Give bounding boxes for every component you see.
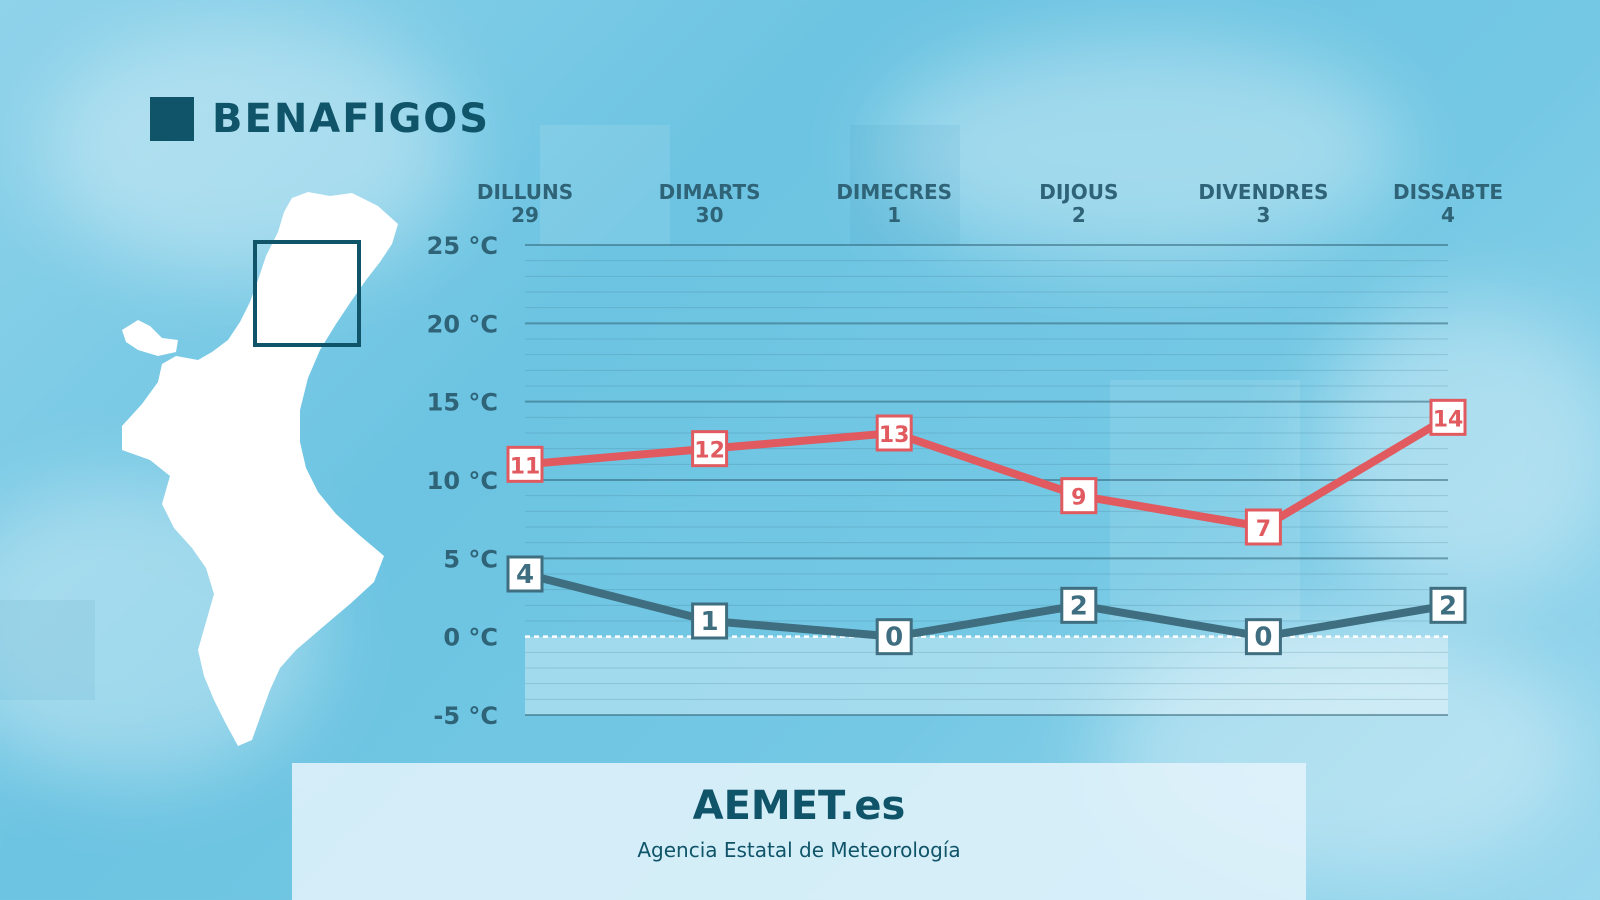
data-point-min <box>1429 586 1467 624</box>
series-line-max <box>521 413 1452 531</box>
x-day-label: DIMARTS <box>659 180 761 204</box>
y-tick-label: 20 °C <box>427 310 498 338</box>
x-day-label: DIMECRES <box>836 180 952 204</box>
y-tick-label: -5 °C <box>433 702 498 730</box>
x-day-label: DILLUNS <box>477 180 573 204</box>
x-date-label: 30 <box>696 203 724 227</box>
y-tick-label: 10 °C <box>427 467 498 495</box>
y-tick-label: 5 °C <box>443 545 498 573</box>
data-label-max: 9 <box>1071 486 1086 511</box>
data-point-max <box>1429 398 1467 436</box>
island-shape <box>122 320 178 356</box>
data-label-max: 11 <box>510 454 541 479</box>
background-tile <box>850 125 960 245</box>
below-zero-band <box>525 636 1448 715</box>
data-point-min <box>691 602 729 640</box>
data-label-max: 14 <box>1433 407 1464 432</box>
map-highlight-box <box>253 240 361 347</box>
location-title: BENAFIGOS <box>150 96 490 142</box>
footer-panel: AEMET.es Agencia Estatal de Meteorología <box>292 763 1306 900</box>
data-label-max: 13 <box>879 423 910 448</box>
data-point-min <box>1244 618 1282 656</box>
x-date-label: 3 <box>1256 203 1270 227</box>
region-map <box>122 192 398 746</box>
background-tile <box>0 600 95 700</box>
data-point-max <box>875 414 913 452</box>
background-cloud <box>1320 300 1600 600</box>
y-tick-label: 0 °C <box>443 624 498 652</box>
x-date-label: 4 <box>1441 203 1455 227</box>
x-date-label: 29 <box>511 203 539 227</box>
x-date-label: 1 <box>887 203 901 227</box>
series-line-min <box>521 570 1452 641</box>
x-day-label: DISSABTE <box>1393 180 1503 204</box>
data-point-max <box>1060 477 1098 515</box>
data-label-min: 0 <box>1254 623 1272 653</box>
data-point-max <box>1244 508 1282 546</box>
data-label-min: 0 <box>885 623 903 653</box>
footer-brand[interactable]: AEMET.es <box>692 783 906 829</box>
data-point-min <box>506 555 544 593</box>
x-date-label: 2 <box>1072 203 1086 227</box>
y-tick-label: 15 °C <box>427 389 498 417</box>
x-day-label: DIVENDRES <box>1198 180 1328 204</box>
data-label-max: 7 <box>1256 517 1271 542</box>
x-day-label: DIJOUS <box>1039 180 1118 204</box>
data-point-max <box>506 445 544 483</box>
data-label-min: 4 <box>516 560 534 590</box>
data-label-min: 1 <box>701 607 719 637</box>
data-point-min <box>875 618 913 656</box>
data-point-max <box>691 430 729 468</box>
background-tile <box>1110 380 1300 620</box>
data-point-min <box>1060 586 1098 624</box>
footer-subtitle: Agencia Estatal de Meteorología <box>637 838 961 862</box>
background-cloud <box>880 40 1400 260</box>
location-name: BENAFIGOS <box>212 96 491 142</box>
y-tick-label: 25 °C <box>427 232 498 260</box>
background-tile <box>540 125 670 245</box>
data-label-max: 12 <box>694 439 725 464</box>
title-square-icon <box>150 97 194 141</box>
data-label-min: 2 <box>1070 591 1088 621</box>
data-label-min: 2 <box>1439 591 1457 621</box>
